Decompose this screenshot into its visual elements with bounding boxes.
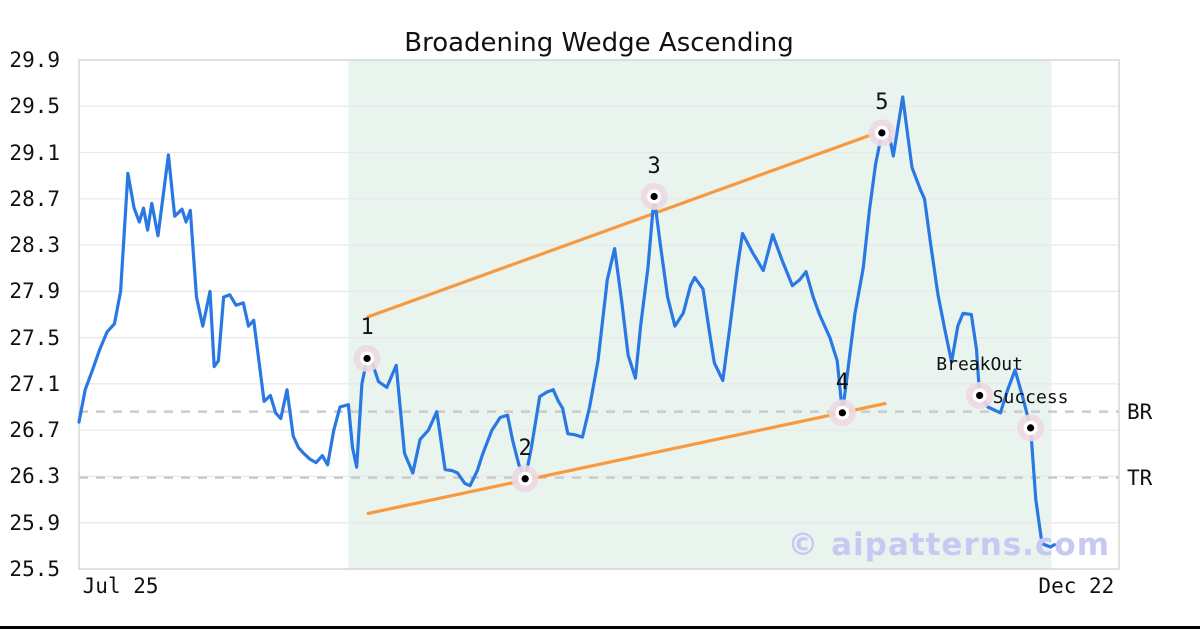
x-tick-label: Dec 22 — [1038, 574, 1115, 598]
marker-point-success — [1027, 424, 1035, 432]
y-tick-label: 25.5 — [9, 557, 60, 581]
y-tick-label: 26.7 — [9, 418, 60, 443]
marker-label-4: 4 — [835, 369, 849, 395]
plot-border — [78, 59, 1120, 570]
marker-point-breakout — [976, 391, 984, 400]
y-tick-label: 27.5 — [9, 325, 60, 350]
marker-label-success: Success — [992, 386, 1069, 408]
pattern-zone — [348, 60, 1052, 569]
y-tick-label: 29.9 — [9, 48, 60, 72]
level-label-tr: TR — [1127, 465, 1153, 490]
y-tick-label: 28.3 — [9, 233, 60, 258]
y-tick-label: 25.9 — [9, 510, 60, 535]
marker-label-2: 2 — [518, 435, 532, 461]
marker-point-4 — [838, 409, 846, 417]
y-tick-label: 29.5 — [9, 94, 60, 119]
x-tick-label: Jul 25 — [82, 574, 159, 598]
level-label-br: BR — [1127, 399, 1153, 424]
y-tick-label: 26.3 — [9, 464, 60, 489]
marker-label-5: 5 — [875, 89, 889, 115]
marker-point-3 — [650, 192, 658, 201]
y-tick-label: 28.7 — [9, 186, 60, 211]
marker-label-1: 1 — [360, 315, 374, 341]
bottom-border-bar — [0, 626, 1200, 629]
chart-title: Broadening Wedge Ascending — [404, 28, 794, 58]
marker-label-breakout: BreakOut — [936, 354, 1023, 376]
marker-label-3: 3 — [647, 153, 661, 179]
marker-point-2 — [521, 475, 529, 483]
watermark: © aipatterns.com — [787, 527, 1110, 563]
marker-point-1 — [363, 354, 371, 363]
upper-broadening-line — [366, 130, 882, 319]
lower-broadening-line — [366, 401, 887, 516]
y-tick-label: 27.1 — [9, 371, 60, 396]
y-tick-label: 27.9 — [9, 279, 60, 304]
marker-point-5 — [878, 129, 886, 137]
y-tick-label: 29.1 — [9, 140, 60, 165]
